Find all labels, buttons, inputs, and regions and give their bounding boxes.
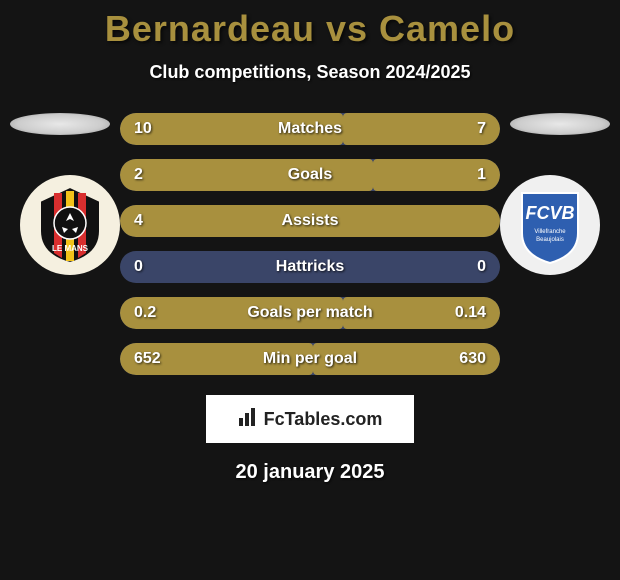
- stat-label: Goals per match: [247, 304, 372, 322]
- svg-text:FCVB: FCVB: [526, 203, 575, 223]
- page-title: Bernardeau vs Camelo: [0, 8, 620, 50]
- stat-value-right: 630: [459, 350, 486, 368]
- stat-value-left: 0: [134, 258, 143, 276]
- player-shadow-left: [10, 113, 110, 135]
- stat-bar-left: [120, 159, 373, 191]
- stat-row: 2 Goals 1: [120, 159, 500, 191]
- svg-text:LE MANS: LE MANS: [52, 244, 89, 253]
- club-badge-left: LE MANS: [20, 175, 120, 275]
- stat-label: Hattricks: [276, 258, 344, 276]
- club-crest-right-icon: FCVB Villefranche Beaujolais: [508, 183, 592, 267]
- svg-text:Villefranche: Villefranche: [534, 229, 566, 235]
- club-badge-right: FCVB Villefranche Beaujolais: [500, 175, 600, 275]
- stat-label: Matches: [278, 120, 342, 138]
- stat-row: 10 Matches 7: [120, 113, 500, 145]
- stat-value-left: 10: [134, 120, 152, 138]
- bars-icon: [238, 408, 258, 431]
- stat-row: 652 Min per goal 630: [120, 343, 500, 375]
- date: 20 january 2025: [0, 461, 620, 484]
- player-shadow-right: [510, 113, 610, 135]
- svg-text:Beaujolais: Beaujolais: [536, 237, 564, 243]
- stat-row: 4 Assists: [120, 205, 500, 237]
- watermark-text: FcTables.com: [264, 409, 383, 430]
- stat-row: 0 Hattricks 0: [120, 251, 500, 283]
- stat-row: 0.2 Goals per match 0.14: [120, 297, 500, 329]
- stat-value-right: 7: [477, 120, 486, 138]
- subtitle: Club competitions, Season 2024/2025: [0, 62, 620, 83]
- watermark: FcTables.com: [206, 395, 414, 443]
- stat-rows: 10 Matches 7 2 Goals 1 4 Assists: [120, 113, 500, 375]
- stat-label: Min per goal: [263, 350, 357, 368]
- stat-value-right: 0.14: [455, 304, 486, 322]
- stat-value-left: 4: [134, 212, 143, 230]
- stat-value-left: 2: [134, 166, 143, 184]
- stat-value-right: 0: [477, 258, 486, 276]
- stat-label: Assists: [282, 212, 339, 230]
- stat-label: Goals: [288, 166, 332, 184]
- comparison-card: Bernardeau vs Camelo Club competitions, …: [0, 0, 620, 580]
- stat-value-right: 1: [477, 166, 486, 184]
- stat-value-left: 0.2: [134, 304, 156, 322]
- club-crest-left-icon: LE MANS: [28, 183, 112, 267]
- chart-area: LE MANS FCVB Villefranche Beaujolais 10 …: [0, 113, 620, 375]
- stat-value-left: 652: [134, 350, 161, 368]
